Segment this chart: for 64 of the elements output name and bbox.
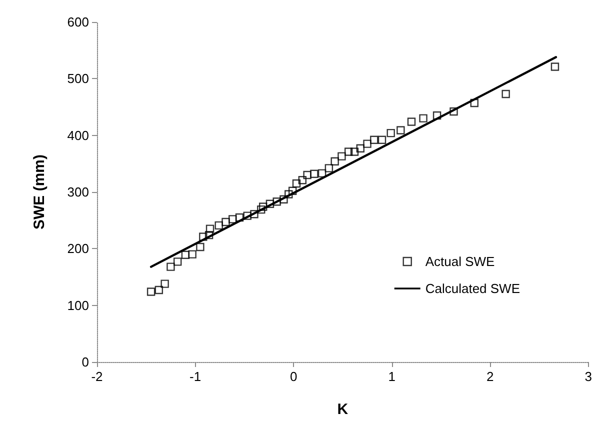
point xyxy=(250,210,258,218)
point xyxy=(272,198,281,206)
point xyxy=(470,98,478,108)
point xyxy=(146,288,156,296)
x-tick-label: 2 xyxy=(486,369,494,384)
point xyxy=(258,202,268,211)
point xyxy=(318,169,326,178)
point xyxy=(206,224,214,233)
point xyxy=(298,176,306,184)
point xyxy=(419,114,428,122)
x-tick-label: 0 xyxy=(290,369,298,384)
y-tick-label: 100 xyxy=(67,298,89,313)
x-tick-label: -2 xyxy=(91,369,103,384)
point xyxy=(370,136,378,144)
point xyxy=(407,118,416,126)
point xyxy=(196,242,204,252)
x-tick-label: 3 xyxy=(584,369,592,384)
point xyxy=(188,250,196,258)
y-tick-label: 600 xyxy=(67,14,89,30)
point xyxy=(450,107,458,116)
point xyxy=(350,148,359,156)
point xyxy=(235,213,244,222)
point xyxy=(378,136,386,144)
legend-label: Actual SWE xyxy=(425,254,496,269)
point xyxy=(228,215,237,224)
point xyxy=(396,126,405,134)
legend-label: Calculated SWE xyxy=(425,281,520,296)
point xyxy=(166,262,175,271)
point xyxy=(386,128,395,138)
point xyxy=(432,111,442,120)
point xyxy=(154,286,164,294)
y-tick-label: 0 xyxy=(82,354,89,370)
point xyxy=(280,195,288,204)
point xyxy=(550,62,560,71)
point xyxy=(284,190,293,198)
y-axis-title: SWE (mm) xyxy=(31,154,48,230)
point xyxy=(330,157,339,166)
point xyxy=(356,144,364,152)
point xyxy=(303,170,312,180)
y-tick-label: 400 xyxy=(67,128,89,143)
point xyxy=(288,186,297,195)
point xyxy=(173,258,182,266)
point xyxy=(363,140,372,148)
point xyxy=(214,221,223,230)
point xyxy=(266,200,274,208)
point xyxy=(502,90,510,98)
y-tick-label: 500 xyxy=(67,71,89,86)
point xyxy=(257,205,266,214)
x-tick-label: -1 xyxy=(189,369,202,384)
point xyxy=(292,179,301,188)
point xyxy=(344,148,353,156)
x-tick-label: 1 xyxy=(388,369,396,384)
point xyxy=(181,250,190,259)
point xyxy=(338,152,346,160)
point xyxy=(204,230,214,240)
point xyxy=(199,232,208,241)
point xyxy=(160,280,169,288)
y-tick-label: 300 xyxy=(67,184,89,200)
point xyxy=(324,164,334,172)
point xyxy=(243,212,252,220)
point xyxy=(310,170,318,178)
x-axis-title: K xyxy=(337,401,348,418)
y-tick-label: 200 xyxy=(67,241,89,256)
point xyxy=(222,218,230,226)
